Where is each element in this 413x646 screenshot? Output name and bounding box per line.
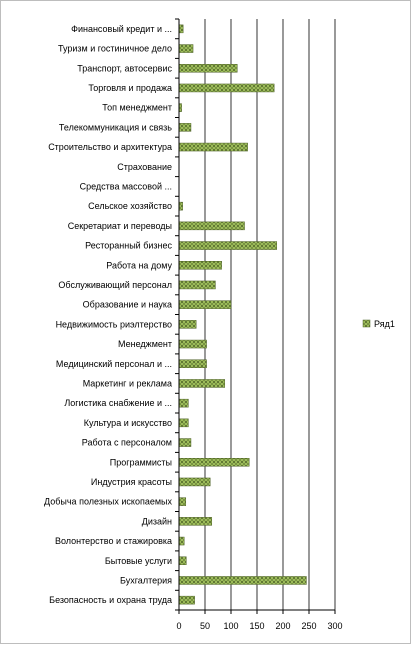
bar xyxy=(178,241,278,250)
bar xyxy=(178,221,245,231)
bar xyxy=(178,320,197,329)
bar xyxy=(178,201,183,211)
axes xyxy=(175,18,336,614)
category-label: Индустрия красоты xyxy=(91,477,172,487)
category-label: Торговля и продажа xyxy=(88,83,172,93)
legend: Ряд1 xyxy=(362,319,395,329)
x-tick-label: 200 xyxy=(275,621,290,631)
bars xyxy=(178,24,307,605)
bar xyxy=(178,359,207,368)
bar xyxy=(178,379,226,388)
category-label: Недвижимость риэлтерство xyxy=(56,319,172,329)
gridlines xyxy=(204,19,336,610)
bar xyxy=(178,64,238,73)
x-tick-label: 250 xyxy=(301,621,316,631)
category-label: Финансовый кредит и ... xyxy=(71,24,172,34)
category-label: Медицинский персонал и ... xyxy=(56,359,172,369)
bar xyxy=(178,595,195,605)
bar xyxy=(178,536,185,546)
category-label: Строительство и архитектура xyxy=(48,142,172,152)
category-label: Сельское хозяйство xyxy=(88,201,172,211)
category-label: Обслуживающий персонал xyxy=(58,280,172,290)
category-label: Дизайн xyxy=(142,516,172,526)
x-tick-label: 0 xyxy=(176,621,181,631)
bar xyxy=(178,398,189,408)
category-label: Топ менеджмент xyxy=(102,103,172,113)
bar xyxy=(178,123,192,132)
category-label: Секретариат и переводы xyxy=(68,221,172,231)
x-tick-labels: 0 50 100 150 200 250 300 xyxy=(176,621,342,631)
category-labels: Финансовый кредит и ... Туризм и гостинич… xyxy=(44,24,172,605)
category-label: Программисты xyxy=(110,457,172,467)
category-label: Телекоммуникация и связь xyxy=(59,122,172,132)
category-label: Страхование xyxy=(117,162,172,172)
bar xyxy=(178,280,216,290)
bar xyxy=(178,458,250,467)
bar xyxy=(178,576,307,585)
category-label: Культура и искусство xyxy=(84,418,172,428)
category-label: Безопасность и охрана труда xyxy=(49,595,172,605)
category-label: Маркетинг и реклама xyxy=(83,378,172,388)
bar xyxy=(178,83,275,93)
x-tick-label: 300 xyxy=(327,621,342,631)
bar xyxy=(178,24,184,34)
bar xyxy=(178,497,187,506)
category-label: Ресторанный бизнес xyxy=(85,241,172,251)
category-label: Транспорт, автосервис xyxy=(77,63,172,73)
bar xyxy=(178,261,222,270)
bar xyxy=(178,438,192,447)
category-label: Менеджмент xyxy=(118,339,172,349)
bar xyxy=(178,300,232,309)
x-tick-label: 100 xyxy=(223,621,238,631)
category-label: Логистика снабжение и ... xyxy=(64,398,172,408)
bar xyxy=(178,339,207,349)
category-label: Туризм и гостиничное дело xyxy=(58,44,172,54)
bar xyxy=(178,142,248,152)
category-label: Средства массовой ... xyxy=(80,181,172,191)
bar xyxy=(178,418,189,428)
category-label: Добыча полезных ископаемых xyxy=(44,497,172,507)
category-label: Бухгалтерия xyxy=(120,575,172,585)
category-label: Бытовые услуги xyxy=(105,556,172,566)
bar xyxy=(178,517,213,526)
bar xyxy=(178,556,187,565)
category-label: Работа с персоналом xyxy=(82,438,172,448)
category-label: Образование и наука xyxy=(83,300,172,310)
category-label: Волонтерство и стажировка xyxy=(55,536,172,546)
x-tick-label: 150 xyxy=(249,621,264,631)
legend-swatch xyxy=(362,319,371,328)
x-tick-label: 50 xyxy=(200,621,210,631)
category-label: Работа на дому xyxy=(106,260,172,270)
bar xyxy=(178,477,211,487)
bar xyxy=(178,44,194,53)
legend-label: Ряд1 xyxy=(374,319,395,329)
